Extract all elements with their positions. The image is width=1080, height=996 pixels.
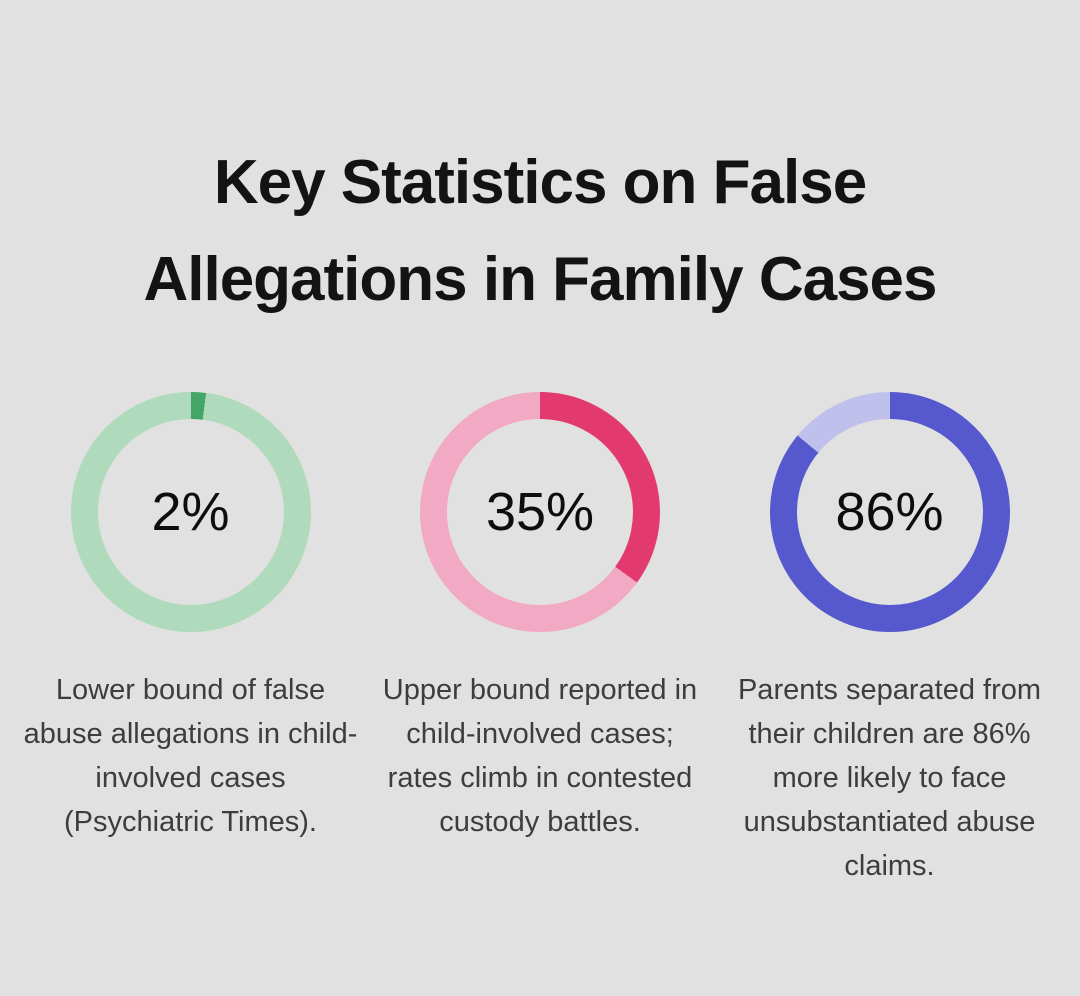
stats-row: 2% Lower bound of false abuse allegation… [0, 391, 1080, 888]
donut-hole [97, 418, 284, 605]
donut-hole [447, 418, 633, 605]
stat-caption: Upper bound reported in child-involved c… [382, 673, 698, 838]
page-title: Key Statistics on False Allegations in F… [0, 42, 1080, 328]
donut-chart-2-percent: 2% [70, 391, 311, 632]
infographic-page: Key Statistics on False Allegations in F… [0, 42, 1080, 996]
stat-caption: Parents separated from their children ar… [737, 673, 1042, 882]
donut-chart-86-percent: 86% [769, 391, 1010, 632]
stat-column-lower-bound: 2% Lower bound of false abuse allegation… [18, 391, 363, 888]
page-title-line-2: Allegations in Family Cases [143, 244, 937, 314]
stat-column-upper-bound: 35% Upper bound reported in child-involv… [368, 391, 713, 888]
donut-value-label: 86% [835, 481, 944, 542]
donut-chart-35-percent: 35% [420, 391, 660, 632]
donut-value-label: 2% [151, 481, 230, 542]
page-title-line-1: Key Statistics on False [213, 147, 867, 217]
stat-column-separated-parents: 86% Parents separated from their childre… [717, 391, 1062, 888]
stat-caption: Lower bound of false abuse allegations i… [23, 673, 358, 838]
donut-hole [796, 418, 983, 605]
donut-value-label: 35% [485, 481, 595, 542]
